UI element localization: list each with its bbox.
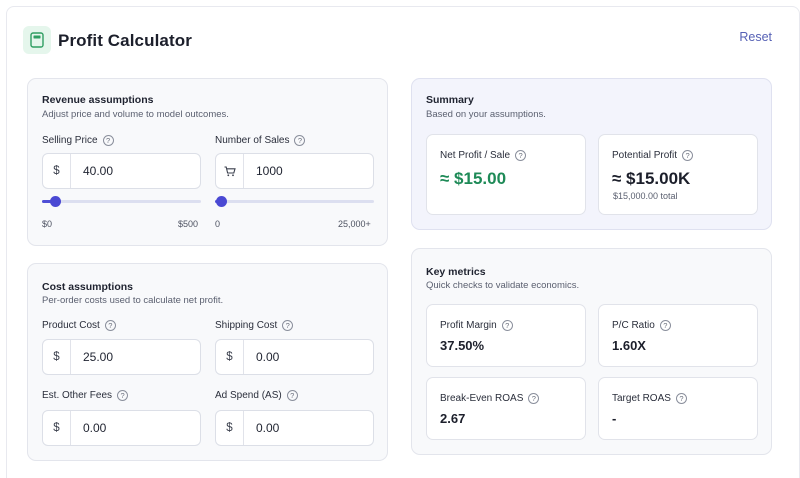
- other-fees-value[interactable]: 0.00: [83, 421, 107, 435]
- number-of-sales-min: 0: [215, 219, 221, 229]
- slider-track: [215, 200, 374, 203]
- dollar-prefix: $: [216, 411, 244, 445]
- summary-card: Summary Based on your assumptions. Net P…: [411, 78, 772, 230]
- help-icon[interactable]: ?: [286, 390, 298, 401]
- number-of-sales-value[interactable]: 1000: [256, 164, 283, 178]
- profit-margin-label: Profit Margin ?: [440, 320, 513, 331]
- help-icon[interactable]: ?: [659, 320, 671, 331]
- revenue-title: Revenue assumptions: [42, 94, 154, 106]
- help-icon[interactable]: ?: [675, 393, 687, 404]
- product-cost-label: Product Cost ?: [42, 320, 116, 331]
- target-roas-label: Target ROAS ?: [612, 393, 687, 404]
- help-icon[interactable]: ?: [528, 393, 540, 404]
- number-of-sales-label: Number of Sales ?: [215, 135, 306, 146]
- ad-spend-value[interactable]: 0.00: [256, 421, 280, 435]
- selling-price-value[interactable]: 40.00: [83, 164, 114, 178]
- ad-spend-label: Ad Spend (AS) ?: [215, 390, 298, 401]
- net-profit-value: ≈ $15.00: [440, 169, 507, 188]
- potential-profit-total: $15,000.00 total: [613, 191, 678, 201]
- help-icon[interactable]: ?: [282, 320, 294, 331]
- help-icon[interactable]: ?: [501, 320, 513, 331]
- summary-title: Summary: [426, 94, 474, 106]
- shipping-cost-input[interactable]: $ 0.00: [215, 339, 374, 375]
- cart-icon: [216, 154, 244, 188]
- selling-price-slider[interactable]: [42, 195, 201, 207]
- reset-button[interactable]: Reset: [739, 30, 772, 44]
- slider-fill: [42, 200, 55, 203]
- potential-profit-tile: Potential Profit ? ≈ $15.00K $15,000.00 …: [598, 134, 758, 215]
- metrics-title: Key metrics: [426, 266, 486, 278]
- target-roas-tile: Target ROAS ? -: [598, 377, 758, 440]
- number-of-sales-max: 25,000+: [338, 219, 371, 229]
- help-icon[interactable]: ?: [104, 320, 116, 331]
- other-fees-input[interactable]: $ 0.00: [42, 410, 201, 446]
- key-metrics-card: Key metrics Quick checks to validate eco…: [411, 248, 772, 455]
- selling-price-min: $0: [42, 219, 53, 229]
- target-roas-value: -: [612, 411, 617, 426]
- help-icon[interactable]: ?: [515, 150, 527, 161]
- number-of-sales-slider[interactable]: [215, 195, 374, 207]
- number-of-sales-input[interactable]: 1000: [215, 153, 374, 189]
- dollar-prefix: $: [216, 340, 244, 374]
- summary-subtitle: Based on your assumptions.: [426, 109, 546, 120]
- product-cost-label-text: Product Cost: [42, 320, 100, 331]
- page-title: Profit Calculator: [58, 31, 192, 50]
- metrics-subtitle: Quick checks to validate economics.: [426, 280, 580, 291]
- dollar-prefix: $: [43, 411, 71, 445]
- potential-profit-label: Potential Profit ?: [612, 150, 694, 161]
- selling-price-label: Selling Price ?: [42, 135, 114, 146]
- selling-price-max: $500: [178, 219, 199, 229]
- help-icon[interactable]: ?: [102, 135, 114, 146]
- break-even-roas-tile: Break-Even ROAS ? 2.67: [426, 377, 586, 440]
- break-even-roas-label: Break-Even ROAS ?: [440, 393, 540, 404]
- number-of-sales-label-text: Number of Sales: [215, 135, 290, 146]
- shipping-cost-value[interactable]: 0.00: [256, 350, 280, 364]
- potential-profit-label-text: Potential Profit: [612, 150, 678, 161]
- shipping-cost-label: Shipping Cost ?: [215, 320, 294, 331]
- slider-track: [42, 200, 201, 203]
- potential-profit-value: ≈ $15.00K: [612, 169, 691, 188]
- net-profit-label-text: Net Profit / Sale: [440, 150, 511, 161]
- revenue-subtitle: Adjust price and volume to model outcome…: [42, 109, 229, 120]
- other-fees-label-text: Est. Other Fees: [42, 390, 113, 401]
- pc-ratio-label-text: P/C Ratio: [612, 320, 655, 331]
- revenue-assumptions-card: Revenue assumptions Adjust price and vol…: [27, 78, 388, 246]
- profit-margin-label-text: Profit Margin: [440, 320, 497, 331]
- shipping-cost-label-text: Shipping Cost: [215, 320, 278, 331]
- help-icon[interactable]: ?: [294, 135, 306, 146]
- ad-spend-input[interactable]: $ 0.00: [215, 410, 374, 446]
- target-roas-label-text: Target ROAS: [612, 393, 671, 404]
- help-icon[interactable]: ?: [682, 150, 694, 161]
- product-cost-value[interactable]: 25.00: [83, 350, 114, 364]
- break-even-roas-label-text: Break-Even ROAS: [440, 393, 524, 404]
- pc-ratio-value: 1.60X: [612, 338, 646, 353]
- pc-ratio-label: P/C Ratio ?: [612, 320, 671, 331]
- dollar-prefix: $: [43, 340, 71, 374]
- break-even-roas-value: 2.67: [440, 411, 466, 426]
- profit-margin-value: 37.50%: [440, 338, 485, 353]
- other-fees-label: Est. Other Fees ?: [42, 390, 129, 401]
- slider-handle[interactable]: [49, 196, 61, 207]
- selling-price-label-text: Selling Price: [42, 135, 98, 146]
- calculator-icon: [23, 26, 51, 54]
- slider-handle[interactable]: [216, 196, 228, 207]
- cost-title: Cost assumptions: [42, 281, 134, 293]
- help-icon[interactable]: ?: [117, 390, 129, 401]
- cost-assumptions-card: Cost assumptions Per-order costs used to…: [27, 263, 388, 461]
- net-profit-tile: Net Profit / Sale ? ≈ $15.00: [426, 134, 586, 215]
- pc-ratio-tile: P/C Ratio ? 1.60X: [598, 304, 758, 367]
- cost-subtitle: Per-order costs used to calculate net pr…: [42, 295, 224, 306]
- product-cost-input[interactable]: $ 25.00: [42, 339, 201, 375]
- profit-margin-tile: Profit Margin ? 37.50%: [426, 304, 586, 367]
- net-profit-label: Net Profit / Sale ?: [440, 150, 527, 161]
- ad-spend-label-text: Ad Spend (AS): [215, 390, 282, 401]
- selling-price-input[interactable]: $ 40.00: [42, 153, 201, 189]
- dollar-prefix: $: [43, 154, 71, 188]
